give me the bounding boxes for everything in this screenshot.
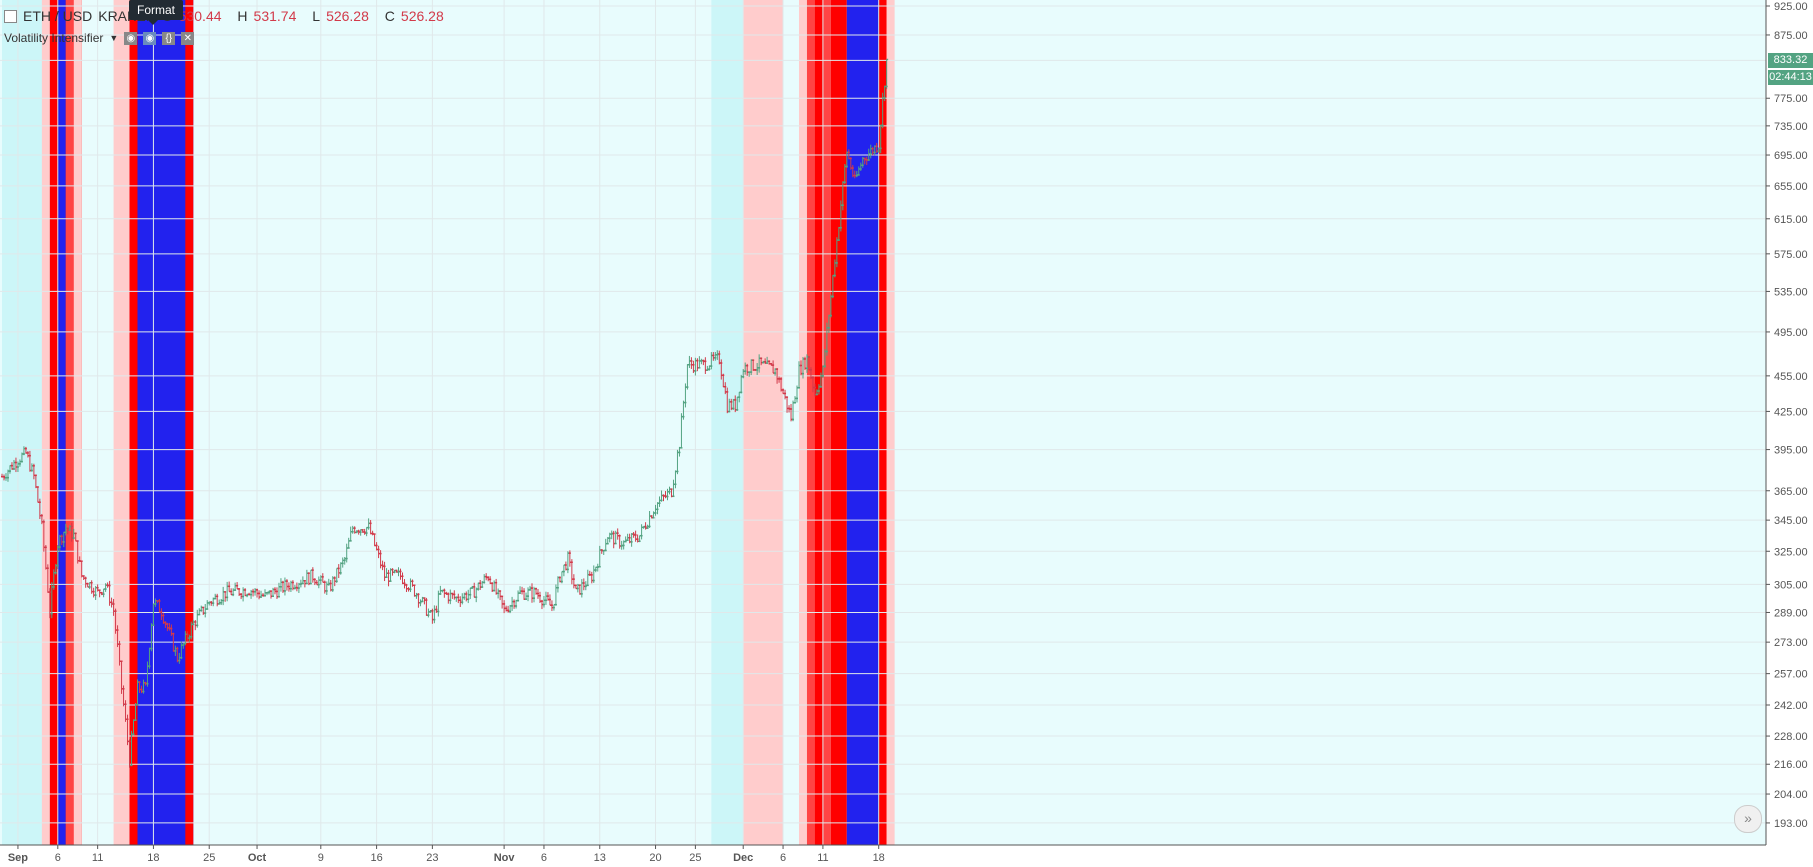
price-tick-label: 257.00 [1774,669,1808,681]
price-tick-label: 345.00 [1774,515,1808,527]
price-tick-label: 875.00 [1774,30,1808,42]
volatility-bands [0,0,1766,845]
price-tick-label: 695.00 [1774,150,1808,162]
price-tick-label: 242.00 [1774,700,1808,712]
settings-icon[interactable]: ◉ [143,31,157,45]
eye-icon[interactable]: ◉ [124,31,138,45]
time-tick-label: Sep [8,852,28,864]
time-tick-label: 18 [147,852,159,864]
price-tick-label: 655.00 [1774,181,1808,193]
volatility-band [129,0,138,845]
time-tick-label: 6 [780,852,786,864]
chart-grid [0,0,1766,845]
collapse-icon[interactable] [4,9,17,23]
close-icon[interactable]: ✕ [181,31,195,45]
last-price-tag: 833.32 [1768,53,1813,68]
high-value: 531.74 [253,8,297,24]
time-tick-label: Dec [733,852,753,864]
time-tick-label: 11 [817,852,828,864]
price-tick-label: 455.00 [1774,371,1808,383]
price-tick-label: 325.00 [1774,546,1808,558]
price-axis-background [1766,0,1813,867]
volatility-band [743,0,784,845]
countdown-tag: 02:44:13 [1768,70,1813,85]
price-axis: 925.00 875.00 775.00 735.00 695.00 655.00 615.… [1765,0,1813,867]
volatility-band [878,0,887,845]
indicator-name[interactable]: Volatility Intensifier [4,31,104,45]
volatility-band [814,0,823,845]
price-tick-label: 735.00 [1774,121,1808,133]
volatility-band [185,0,194,845]
volatility-band [65,0,74,845]
price-tick-label: 495.00 [1774,327,1808,339]
price-tick-label: 305.00 [1774,579,1808,591]
volatility-band [799,0,807,845]
price-tick-label: 535.00 [1774,286,1808,298]
open-value: 530.44 [178,8,222,24]
volatility-band [886,0,895,845]
price-tick-label: 575.00 [1774,249,1808,261]
time-tick-label: 9 [318,852,324,864]
time-axis: Sep 6 11 18 25 Oct 9 16 23 Nov 6 13 20 25 Dec 6 11 18 [0,844,1813,867]
price-tick-label: 193.00 [1774,818,1808,830]
volatility-band [129,0,194,845]
low-label: L [312,8,321,24]
price-tick-label: 615.00 [1774,214,1808,226]
price-tick-label: 395.00 [1774,445,1808,457]
format-tooltip: Format [129,0,184,25]
price-tick-label: 425.00 [1774,406,1808,418]
source-code-icon[interactable]: {} [162,31,176,45]
time-axis-background [0,845,1813,867]
price-tick-label: 228.00 [1774,731,1808,743]
volatility-band [57,0,66,845]
volatility-band [73,0,82,845]
price-tick-label: 216.00 [1774,759,1808,771]
price-tick-label: 289.00 [1774,607,1808,619]
time-tick-label: 6 [55,852,61,864]
time-tick-label: Nov [494,852,516,864]
time-tick-label: 23 [426,852,438,864]
low-value: 526.28 [326,8,369,24]
volatility-band [846,0,879,845]
time-tick-label: 25 [203,852,215,864]
candlestick-series [1,58,889,768]
time-tick-label: 20 [649,852,661,864]
price-tick-label: 775.00 [1774,93,1808,105]
close-label: C [384,8,395,24]
time-tick-label: 16 [370,852,382,864]
price-tick-label: 925.00 [1774,1,1808,13]
volatility-band [830,0,847,845]
time-tick-label: 18 [873,852,885,864]
price-tick-label: 273.00 [1774,637,1808,649]
high-label: H [237,8,248,24]
scroll-to-realtime-button[interactable]: » [1734,805,1762,833]
time-tick-label: 6 [541,852,547,864]
volatility-band [41,0,50,845]
price-tick-label: 204.00 [1774,789,1808,801]
time-tick-label: 11 [92,852,103,864]
chevron-down-icon[interactable]: ▼ [109,33,119,43]
price-tick-label: 365.00 [1774,486,1808,498]
time-tick-label: Oct [248,852,267,864]
time-tick-label: 25 [689,852,701,864]
close-value: 526.28 [400,8,444,24]
time-tick-label: 13 [594,852,606,864]
symbol-label[interactable]: ETH / USD [23,8,93,24]
